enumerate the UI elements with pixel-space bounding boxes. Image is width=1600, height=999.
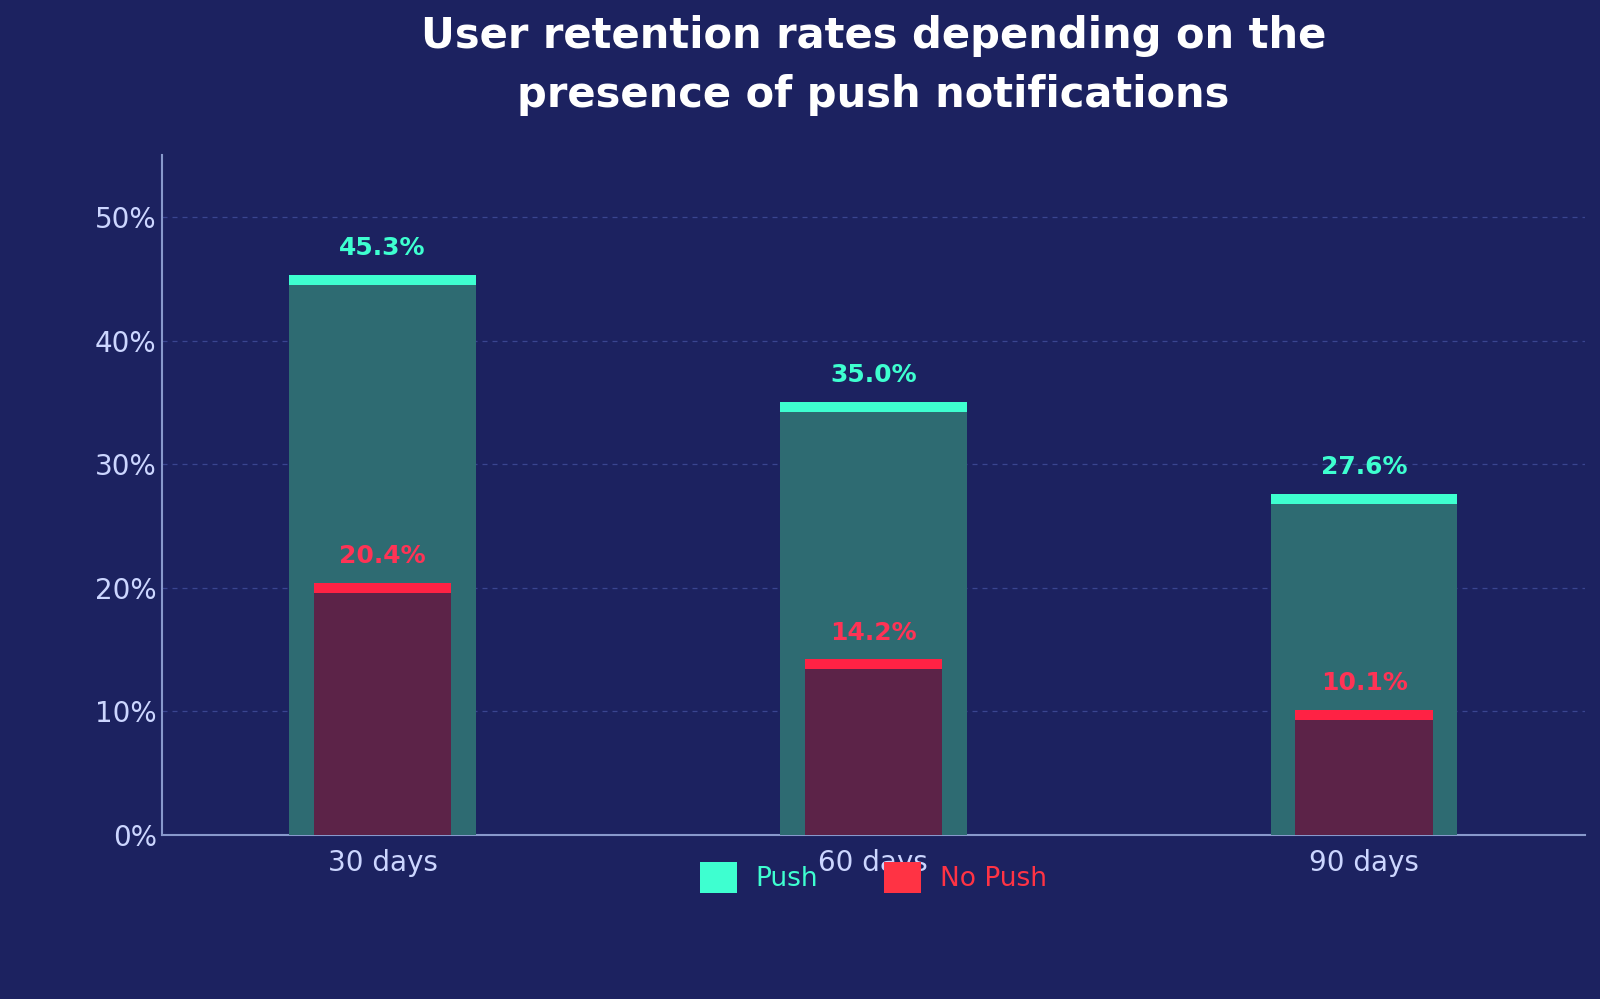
Text: 27.6%: 27.6% — [1322, 455, 1408, 479]
Bar — [314, 582, 451, 592]
Legend: Push, No Push: Push, No Push — [690, 852, 1058, 903]
Text: 10.1%: 10.1% — [1320, 671, 1408, 695]
Text: 14.2%: 14.2% — [830, 620, 917, 644]
Bar — [1270, 494, 1458, 835]
Bar — [1270, 494, 1458, 503]
Text: 20.4%: 20.4% — [339, 544, 426, 568]
Text: 35.0%: 35.0% — [830, 364, 917, 388]
Title: User retention rates depending on the
presence of push notifications: User retention rates depending on the pr… — [421, 15, 1326, 116]
Bar — [781, 403, 966, 835]
Bar — [781, 403, 966, 413]
Bar — [805, 659, 942, 669]
Bar — [290, 275, 475, 285]
Text: 45.3%: 45.3% — [339, 236, 426, 260]
Bar — [1296, 710, 1434, 720]
Bar — [290, 275, 475, 835]
Bar — [1296, 710, 1434, 835]
Bar — [314, 582, 451, 835]
Bar — [805, 659, 942, 835]
